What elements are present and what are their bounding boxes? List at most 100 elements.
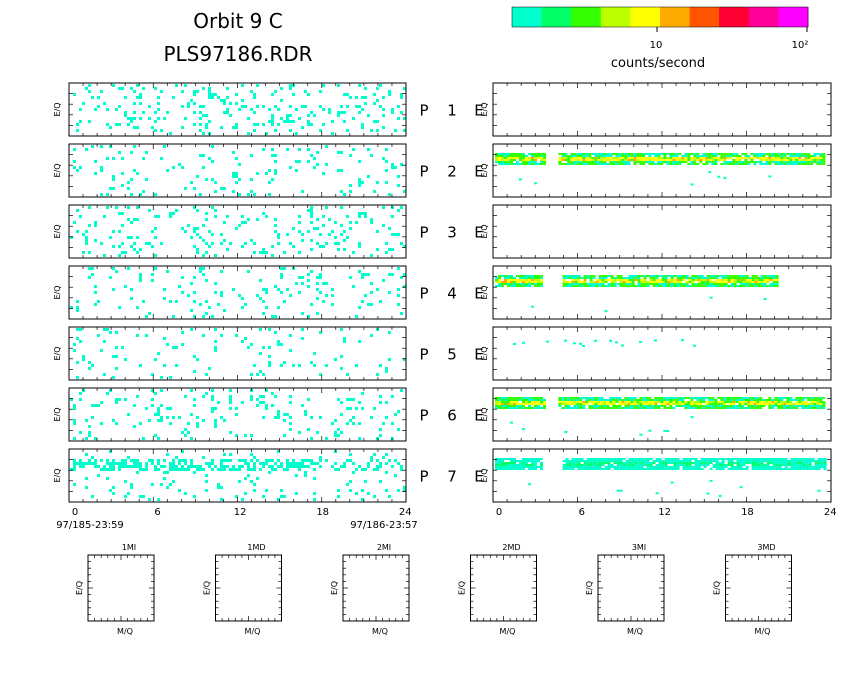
count-pixel — [274, 129, 277, 132]
count-pixel — [715, 460, 719, 462]
count-pixel — [100, 145, 103, 148]
count-pixel — [643, 460, 647, 462]
count-pixel — [652, 283, 656, 285]
count-pixel — [139, 364, 142, 367]
count-pixel — [310, 248, 313, 251]
count-pixel — [777, 159, 781, 161]
count-pixel — [801, 155, 805, 157]
count-pixel — [669, 405, 673, 407]
count-pixel — [400, 468, 403, 471]
count-pixel — [721, 460, 725, 462]
count-pixel — [346, 407, 349, 410]
count-pixel — [187, 465, 190, 468]
right-panel-pixels — [495, 397, 826, 436]
count-pixel — [603, 157, 607, 159]
count-pixel — [525, 159, 528, 161]
count-pixel — [735, 159, 739, 161]
count-pixel — [495, 468, 498, 470]
count-pixel — [298, 276, 301, 279]
count-pixel — [540, 407, 543, 409]
count-pixel — [510, 159, 513, 161]
count-pixel — [583, 466, 587, 468]
count-pixel — [730, 285, 734, 287]
count-pixel — [295, 169, 298, 172]
count-pixel — [193, 355, 196, 358]
count-pixel — [115, 422, 118, 425]
count-pixel — [388, 273, 391, 276]
count-pixel — [571, 285, 575, 287]
count-pixel — [229, 114, 232, 117]
count-pixel — [642, 161, 646, 163]
count-pixel — [604, 466, 608, 468]
count-pixel — [700, 281, 704, 283]
count-pixel — [151, 126, 154, 129]
count-pixel — [166, 471, 169, 474]
count-pixel — [774, 405, 778, 407]
count-pixel — [507, 285, 510, 287]
count-pixel — [687, 157, 691, 159]
count-pixel — [808, 464, 812, 466]
count-pixel — [358, 184, 361, 187]
count-pixel — [660, 161, 664, 163]
count-pixel — [714, 153, 718, 155]
count-pixel — [652, 285, 656, 287]
count-pixel — [787, 464, 791, 466]
count-pixel — [516, 163, 519, 165]
count-pixel — [304, 90, 307, 93]
count-pixel — [592, 458, 596, 460]
count-pixel — [646, 283, 650, 285]
count-pixel — [607, 466, 611, 468]
count-pixel — [778, 466, 782, 468]
count-pixel — [322, 224, 325, 227]
count-pixel — [645, 397, 649, 399]
count-pixel — [600, 403, 604, 405]
count-pixel — [136, 236, 139, 239]
count-pixel — [792, 403, 796, 405]
count-pixel — [127, 117, 130, 120]
count-pixel — [688, 460, 692, 462]
count-pixel — [765, 153, 769, 155]
count-pixel — [516, 279, 519, 281]
count-pixel — [313, 352, 316, 355]
count-pixel — [619, 489, 623, 492]
count-pixel — [513, 397, 516, 399]
count-pixel — [655, 492, 659, 495]
count-pixel — [540, 458, 543, 460]
count-pixel — [85, 236, 88, 239]
count-pixel — [145, 407, 148, 410]
count-pixel — [537, 277, 540, 279]
count-pixel — [304, 105, 307, 108]
count-pixel — [616, 468, 620, 470]
count-pixel — [771, 157, 775, 159]
count-pixel — [94, 462, 97, 465]
count-pixel — [682, 468, 686, 470]
count-pixel — [91, 364, 94, 367]
count-pixel — [801, 407, 805, 409]
count-pixel — [133, 145, 136, 148]
count-pixel — [259, 370, 262, 373]
count-pixel — [769, 277, 773, 279]
mass-panel-title: 1MD — [247, 543, 265, 552]
count-pixel — [220, 242, 223, 245]
count-pixel — [316, 227, 319, 230]
count-pixel — [361, 212, 364, 215]
count-pixel — [711, 153, 715, 155]
count-pixel — [507, 464, 510, 466]
count-pixel — [726, 399, 730, 401]
count-pixel — [570, 407, 574, 409]
count-pixel — [592, 468, 596, 470]
count-pixel — [654, 153, 658, 155]
count-pixel — [223, 239, 226, 242]
count-pixel — [184, 459, 187, 462]
count-pixel — [733, 275, 737, 277]
count-pixel — [540, 155, 543, 157]
count-pixel — [259, 328, 262, 331]
count-pixel — [118, 306, 121, 309]
count-pixel — [133, 404, 136, 407]
count-pixel — [726, 163, 730, 165]
count-pixel — [88, 459, 91, 462]
count-pixel — [202, 254, 205, 257]
left-panel-pixels — [70, 206, 406, 257]
count-pixel — [403, 117, 406, 120]
count-pixel — [274, 468, 277, 471]
